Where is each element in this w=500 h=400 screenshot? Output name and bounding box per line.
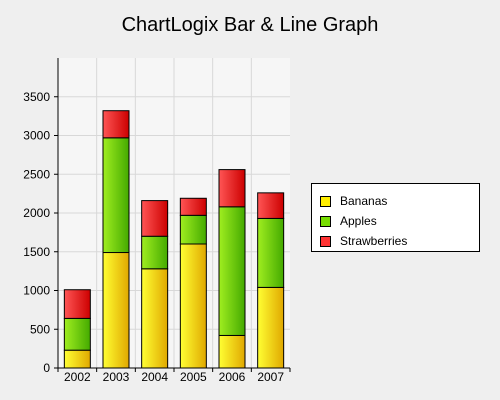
- bar-strawberries-2006: [218, 169, 246, 208]
- y-tick-label: 3000: [23, 129, 50, 143]
- y-tick-labels: 0 500 1000 1500 2000 2500 3000 3500: [23, 90, 50, 375]
- y-tick-label: 1500: [23, 245, 50, 259]
- legend-item-strawberries: Strawberries: [320, 231, 479, 251]
- legend-label: Apples: [340, 214, 377, 228]
- x-tick-label: 2007: [257, 370, 284, 384]
- y-tick-label: 2000: [23, 206, 50, 220]
- bar-bananas-2002: [63, 349, 91, 369]
- x-tick-label: 2004: [141, 370, 168, 384]
- bar-bananas-2006: [218, 334, 246, 369]
- x-tick-labels: 2002 2003 2004 2005 2006 2007: [64, 370, 284, 384]
- y-tick-label: 2500: [23, 167, 50, 181]
- bar-strawberries-2007: [257, 192, 285, 219]
- legend-swatch-apples: [320, 215, 331, 227]
- legend-swatch-strawberries: [320, 235, 331, 247]
- x-tick-label: 2006: [219, 370, 246, 384]
- bar-apples-2002: [63, 317, 91, 351]
- bar-bananas-2005: [179, 243, 207, 369]
- y-tick-label: 3500: [23, 90, 50, 104]
- chart-title: ChartLogix Bar & Line Graph: [121, 14, 379, 36]
- legend-swatch-bananas: [320, 195, 331, 207]
- bar-bananas-2004: [141, 268, 169, 369]
- legend-label: Strawberries: [340, 234, 408, 248]
- bar-apples-2007: [257, 217, 285, 288]
- bar-apples-2004: [141, 235, 169, 270]
- bar-strawberries-2004: [141, 200, 169, 237]
- bar-strawberries-2003: [102, 110, 130, 139]
- bar-apples-2003: [102, 137, 130, 254]
- legend-label: Bananas: [340, 194, 388, 208]
- y-tick-label: 500: [30, 322, 50, 336]
- legend-item-apples: Apples: [320, 211, 479, 231]
- bar-apples-2005: [179, 214, 207, 245]
- x-tick-label: 2005: [180, 370, 207, 384]
- legend-item-bananas: Bananas: [320, 191, 479, 211]
- y-tick-label: 1000: [23, 284, 50, 298]
- legend: Bananas Apples Strawberries: [311, 183, 480, 252]
- bar-bananas-2007: [257, 286, 285, 369]
- bar-strawberries-2005: [179, 197, 207, 216]
- axes: [54, 58, 291, 372]
- bars: [63, 110, 285, 369]
- bar-bananas-2003: [102, 252, 130, 369]
- y-tick-label: 0: [43, 361, 50, 375]
- x-tick-label: 2003: [103, 370, 130, 384]
- x-tick-label: 2002: [64, 370, 91, 384]
- bar-strawberries-2002: [63, 289, 91, 319]
- bar-apples-2006: [218, 206, 246, 336]
